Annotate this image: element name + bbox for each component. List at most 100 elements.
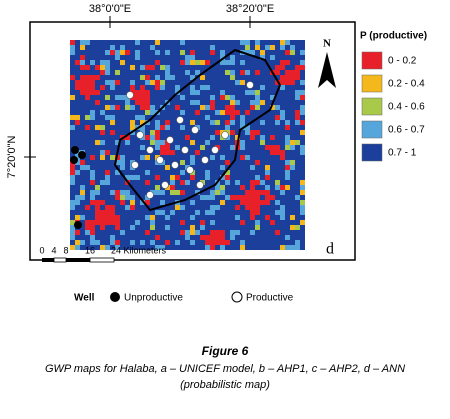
raster-cell — [300, 210, 305, 215]
raster-cell — [155, 210, 160, 215]
raster-cell — [90, 95, 95, 100]
raster-cell — [190, 195, 195, 200]
raster-cell — [190, 140, 195, 145]
raster-cell — [265, 245, 270, 250]
raster-cell — [180, 55, 185, 60]
raster-cell — [70, 75, 75, 80]
raster-cell — [155, 235, 160, 240]
raster-cell — [125, 65, 130, 70]
raster-cell — [100, 175, 105, 180]
raster-cell — [70, 60, 75, 65]
raster-cell — [115, 115, 120, 120]
raster-cell — [130, 65, 135, 70]
raster-cell — [155, 215, 160, 220]
raster-cell — [270, 210, 275, 215]
raster-cell — [220, 55, 225, 60]
raster-cell — [140, 230, 145, 235]
raster-cell — [85, 215, 90, 220]
raster-cell — [185, 195, 190, 200]
raster-cell — [130, 175, 135, 180]
raster-cell — [95, 75, 100, 80]
legend-label: 0.7 - 1 — [388, 148, 417, 159]
raster-cell — [200, 60, 205, 65]
raster-cell — [190, 200, 195, 205]
raster-cell — [270, 235, 275, 240]
raster-cell — [210, 210, 215, 215]
raster-cell — [300, 150, 305, 155]
raster-cell — [230, 230, 235, 235]
raster-cell — [75, 205, 80, 210]
raster-cell — [175, 105, 180, 110]
raster-cell — [160, 230, 165, 235]
raster-cell — [210, 120, 215, 125]
raster-cell — [155, 245, 160, 250]
raster-cell — [235, 70, 240, 75]
raster-cell — [300, 230, 305, 235]
raster-cell — [285, 60, 290, 65]
raster-cell — [80, 180, 85, 185]
raster-cell — [145, 160, 150, 165]
raster-cell — [220, 185, 225, 190]
raster-cell — [105, 175, 110, 180]
well-points — [70, 81, 254, 229]
raster-cell — [250, 230, 255, 235]
scale-label: 0 — [39, 245, 44, 255]
raster-cell — [155, 100, 160, 105]
raster-cell — [210, 160, 215, 165]
raster-cell — [80, 190, 85, 195]
raster-cell — [265, 45, 270, 50]
raster-cell — [280, 235, 285, 240]
raster-cell — [105, 50, 110, 55]
raster-cell — [115, 240, 120, 245]
raster-cell — [90, 235, 95, 240]
raster-cell — [235, 230, 240, 235]
raster-cell — [80, 130, 85, 135]
raster-cell — [100, 60, 105, 65]
raster-cell — [100, 150, 105, 155]
raster-cell — [215, 205, 220, 210]
raster-cell — [85, 235, 90, 240]
raster-cell — [245, 75, 250, 80]
raster-cell — [205, 100, 210, 105]
raster-cell — [165, 160, 170, 165]
raster-cell — [140, 80, 145, 85]
raster-cell — [245, 200, 250, 205]
raster-cell — [145, 220, 150, 225]
raster-cell — [200, 50, 205, 55]
raster-cell — [170, 180, 175, 185]
productive-well — [186, 166, 194, 174]
raster-cell — [285, 225, 290, 230]
raster-cell — [240, 60, 245, 65]
raster-cell — [135, 155, 140, 160]
raster-cell — [105, 155, 110, 160]
raster-cell — [75, 85, 80, 90]
raster-cell — [95, 245, 100, 250]
raster-cell — [255, 180, 260, 185]
raster-cell — [120, 175, 125, 180]
raster-cell — [140, 50, 145, 55]
raster-cell — [195, 105, 200, 110]
raster-cell — [300, 190, 305, 195]
raster-cell — [220, 145, 225, 150]
raster-cell — [260, 155, 265, 160]
raster-cell — [250, 125, 255, 130]
raster-cell — [280, 175, 285, 180]
raster-cell — [270, 50, 275, 55]
raster-cell — [150, 220, 155, 225]
raster-cell — [155, 115, 160, 120]
raster-cell — [240, 130, 245, 135]
raster-cell — [110, 95, 115, 100]
raster-cell — [205, 170, 210, 175]
raster-cell — [280, 95, 285, 100]
raster-cell — [115, 85, 120, 90]
raster-cell — [250, 100, 255, 105]
raster-cell — [175, 130, 180, 135]
raster-cell — [260, 235, 265, 240]
raster-cell — [175, 240, 180, 245]
raster-cell — [110, 80, 115, 85]
raster-cell — [290, 155, 295, 160]
raster-cell — [260, 85, 265, 90]
raster-cell — [115, 105, 120, 110]
raster-cell — [185, 80, 190, 85]
raster-cell — [110, 145, 115, 150]
